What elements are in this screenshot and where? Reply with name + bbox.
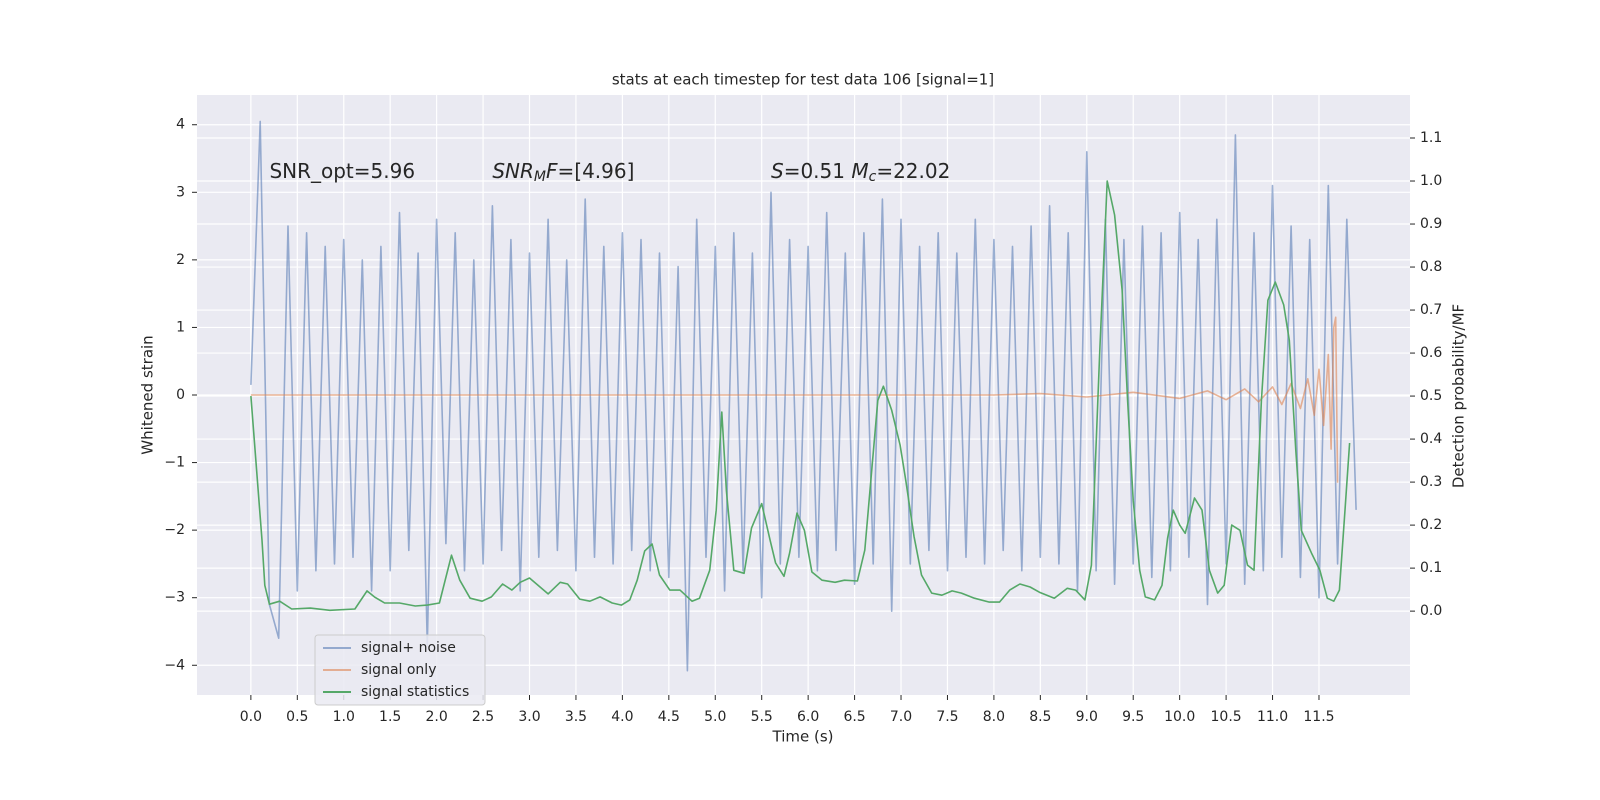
legend-label: signal statistics [361, 684, 469, 700]
annotation-part: F [546, 159, 558, 183]
x-tick-label: 10.0 [1164, 709, 1195, 725]
annotation-part: SNR [492, 159, 534, 183]
chart-title: stats at each timestep for test data 106… [612, 71, 994, 89]
legend-label: signal only [361, 662, 436, 678]
annotation-part: SNR_opt=5.96 [269, 159, 415, 183]
y2-tick-label: 0.6 [1420, 345, 1442, 361]
x-tick-label: 7.0 [890, 709, 912, 725]
annotation: SNRMF=[4.96] [492, 159, 634, 186]
y2-tick-label: 0.9 [1420, 216, 1442, 232]
y-tick-label: −4 [164, 657, 185, 673]
y2-tick-label: 0.7 [1420, 302, 1442, 318]
y2-tick-label: 0.8 [1420, 259, 1442, 275]
x-tick-label: 11.0 [1257, 709, 1288, 725]
y-tick-label: −3 [164, 590, 185, 606]
annotation-part: =0.51 [784, 159, 852, 183]
annotation-part: =[4.96] [558, 159, 635, 183]
series-line [250, 180, 1351, 612]
legend-box [314, 634, 486, 706]
y-tick-label: 3 [176, 184, 185, 200]
annotation-part: c [869, 169, 877, 185]
y2-tick-label: 0.0 [1420, 603, 1442, 619]
x-tick-label: 5.0 [704, 709, 726, 725]
annotation-part: =22.02 [876, 159, 950, 183]
y-axis-label: Whitened strain [139, 335, 157, 454]
x-tick-label: 8.5 [1029, 709, 1051, 725]
annotation: SNR_opt=5.96 [269, 159, 415, 183]
x-tick-label: 0.0 [240, 709, 262, 725]
y2-tick-label: 0.2 [1420, 517, 1442, 533]
x-tick-label: 7.5 [936, 709, 958, 725]
y2-tick-label: 0.3 [1420, 474, 1442, 490]
y2-tick-label: 1.1 [1420, 130, 1442, 146]
x-tick-label: 3.0 [518, 709, 540, 725]
annotation-part: M [851, 159, 868, 183]
x-tick-label: 3.5 [565, 709, 587, 725]
x-tick-label: 0.5 [286, 709, 308, 725]
legend-label: signal+ noise [361, 640, 456, 656]
y-tick-label: −2 [164, 522, 185, 538]
x-tick-label: 10.5 [1211, 709, 1242, 725]
series-line [250, 120, 1357, 672]
x-tick-label: 6.5 [843, 709, 865, 725]
annotation: S=0.51 Mc=22.02 [771, 159, 950, 186]
y2-tick-label: 0.5 [1420, 388, 1442, 404]
y-tick-label: −1 [164, 455, 185, 471]
series-line [250, 316, 1339, 483]
y-tick-label: 0 [176, 387, 185, 403]
y2-axis-label: Detection probability/MF [1450, 304, 1468, 488]
x-tick-label: 4.5 [658, 709, 680, 725]
x-tick-label: 1.5 [379, 709, 401, 725]
annotation-part: S [771, 159, 784, 183]
y-tick-label: 2 [176, 252, 185, 268]
x-tick-label: 5.5 [751, 709, 773, 725]
x-tick-label: 9.5 [1122, 709, 1144, 725]
x-tick-label: 11.5 [1303, 709, 1334, 725]
x-tick-label: 9.0 [1076, 709, 1098, 725]
y2-tick-label: 0.1 [1420, 560, 1442, 576]
y2-tick-label: 1.0 [1420, 173, 1442, 189]
x-axis-label: Time (s) [772, 728, 834, 746]
x-tick-label: 2.0 [425, 709, 447, 725]
y-tick-label: 4 [176, 117, 185, 133]
y2-tick-label: 0.4 [1420, 431, 1442, 447]
x-tick-label: 8.0 [983, 709, 1005, 725]
annotation-part: M [534, 169, 546, 185]
y-tick-label: 1 [176, 319, 185, 335]
x-tick-label: 1.0 [333, 709, 355, 725]
x-tick-label: 2.5 [472, 709, 494, 725]
x-tick-label: 6.0 [797, 709, 819, 725]
x-tick-label: 4.0 [611, 709, 633, 725]
